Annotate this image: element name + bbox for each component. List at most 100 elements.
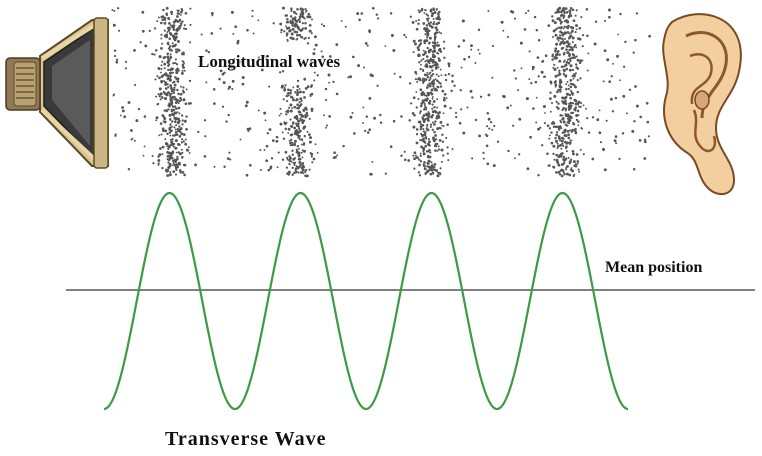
- air-particle: [567, 156, 570, 159]
- air-particle: [438, 148, 441, 151]
- air-particle: [558, 53, 561, 56]
- air-particle: [528, 78, 531, 81]
- air-particle: [279, 122, 283, 126]
- air-particle: [175, 151, 178, 154]
- air-particle: [181, 63, 185, 67]
- air-particle: [573, 45, 576, 48]
- air-particle: [308, 15, 312, 19]
- air-particle: [166, 158, 169, 161]
- air-particle: [440, 148, 444, 152]
- air-particle: [166, 26, 170, 30]
- air-particle: [439, 120, 443, 124]
- air-particle: [451, 80, 454, 83]
- air-particle: [568, 38, 570, 40]
- air-particle: [422, 137, 425, 140]
- ear-icon: [662, 13, 742, 196]
- air-particle: [445, 97, 448, 100]
- air-particle: [574, 163, 577, 166]
- air-particle: [598, 131, 602, 135]
- air-particle: [423, 130, 426, 133]
- air-particle: [180, 99, 183, 102]
- air-particle: [560, 65, 564, 69]
- air-particle: [417, 97, 420, 101]
- air-particle: [239, 138, 242, 141]
- air-particle: [436, 51, 439, 55]
- air-particle: [551, 15, 554, 18]
- air-particle: [414, 78, 417, 81]
- air-particle: [559, 144, 562, 147]
- air-particle: [556, 17, 560, 21]
- air-particle: [438, 31, 441, 34]
- air-particle: [556, 142, 559, 145]
- air-particle: [294, 139, 297, 143]
- air-particle: [548, 134, 551, 137]
- air-particle: [488, 127, 491, 130]
- air-particle: [467, 55, 471, 59]
- air-particle: [213, 102, 216, 105]
- air-particle: [306, 15, 310, 19]
- air-particle: [560, 127, 563, 130]
- air-particle: [174, 161, 177, 164]
- air-particle: [438, 171, 442, 175]
- air-particle: [364, 42, 368, 45]
- air-particle: [316, 74, 319, 77]
- air-particle: [295, 98, 299, 101]
- air-particle: [203, 119, 207, 122]
- air-particle: [576, 162, 579, 165]
- air-particle: [368, 96, 372, 100]
- air-particle: [643, 138, 647, 141]
- air-particle: [286, 38, 289, 41]
- air-particle: [174, 173, 178, 176]
- air-particle: [295, 170, 298, 174]
- air-particle: [556, 66, 559, 69]
- air-particle: [486, 125, 489, 128]
- air-particle: [430, 165, 434, 169]
- air-particle: [347, 76, 350, 79]
- air-particle: [435, 116, 439, 120]
- air-particle: [288, 162, 291, 166]
- air-particle: [297, 147, 300, 150]
- air-particle: [443, 56, 446, 59]
- air-particle: [419, 42, 423, 45]
- air-particle: [166, 55, 170, 59]
- air-particle: [523, 28, 527, 31]
- air-particle: [428, 62, 431, 65]
- air-particle: [565, 150, 568, 153]
- air-particle: [562, 73, 565, 76]
- air-particle: [571, 75, 574, 78]
- air-particle: [436, 98, 439, 101]
- air-particle: [451, 148, 454, 150]
- air-particle: [115, 58, 119, 61]
- air-particle: [176, 80, 180, 83]
- air-particle: [576, 90, 580, 94]
- air-particle: [172, 62, 175, 65]
- air-particle: [562, 53, 565, 56]
- air-particle: [427, 165, 431, 169]
- air-particle: [413, 114, 416, 117]
- air-particle: [552, 125, 556, 128]
- air-particle: [531, 65, 535, 69]
- air-particle: [244, 104, 248, 108]
- air-particle: [293, 126, 297, 130]
- air-particle: [606, 58, 610, 62]
- air-particle: [563, 37, 566, 40]
- air-particle: [179, 171, 183, 174]
- air-particle: [304, 174, 307, 178]
- air-particle: [228, 85, 232, 89]
- air-particle: [424, 141, 427, 144]
- air-particle: [412, 39, 416, 43]
- air-particle: [152, 162, 155, 165]
- air-particle: [424, 29, 427, 33]
- air-particle: [332, 156, 336, 159]
- air-particle: [428, 24, 432, 28]
- air-particle: [296, 123, 299, 126]
- air-particle: [566, 80, 569, 83]
- air-particle: [303, 17, 306, 20]
- air-particle: [560, 152, 564, 155]
- air-particle: [373, 116, 377, 120]
- air-particle: [165, 109, 168, 112]
- air-particle: [422, 120, 426, 124]
- air-particle: [557, 102, 560, 105]
- air-particle: [296, 144, 300, 148]
- air-particle: [308, 29, 312, 33]
